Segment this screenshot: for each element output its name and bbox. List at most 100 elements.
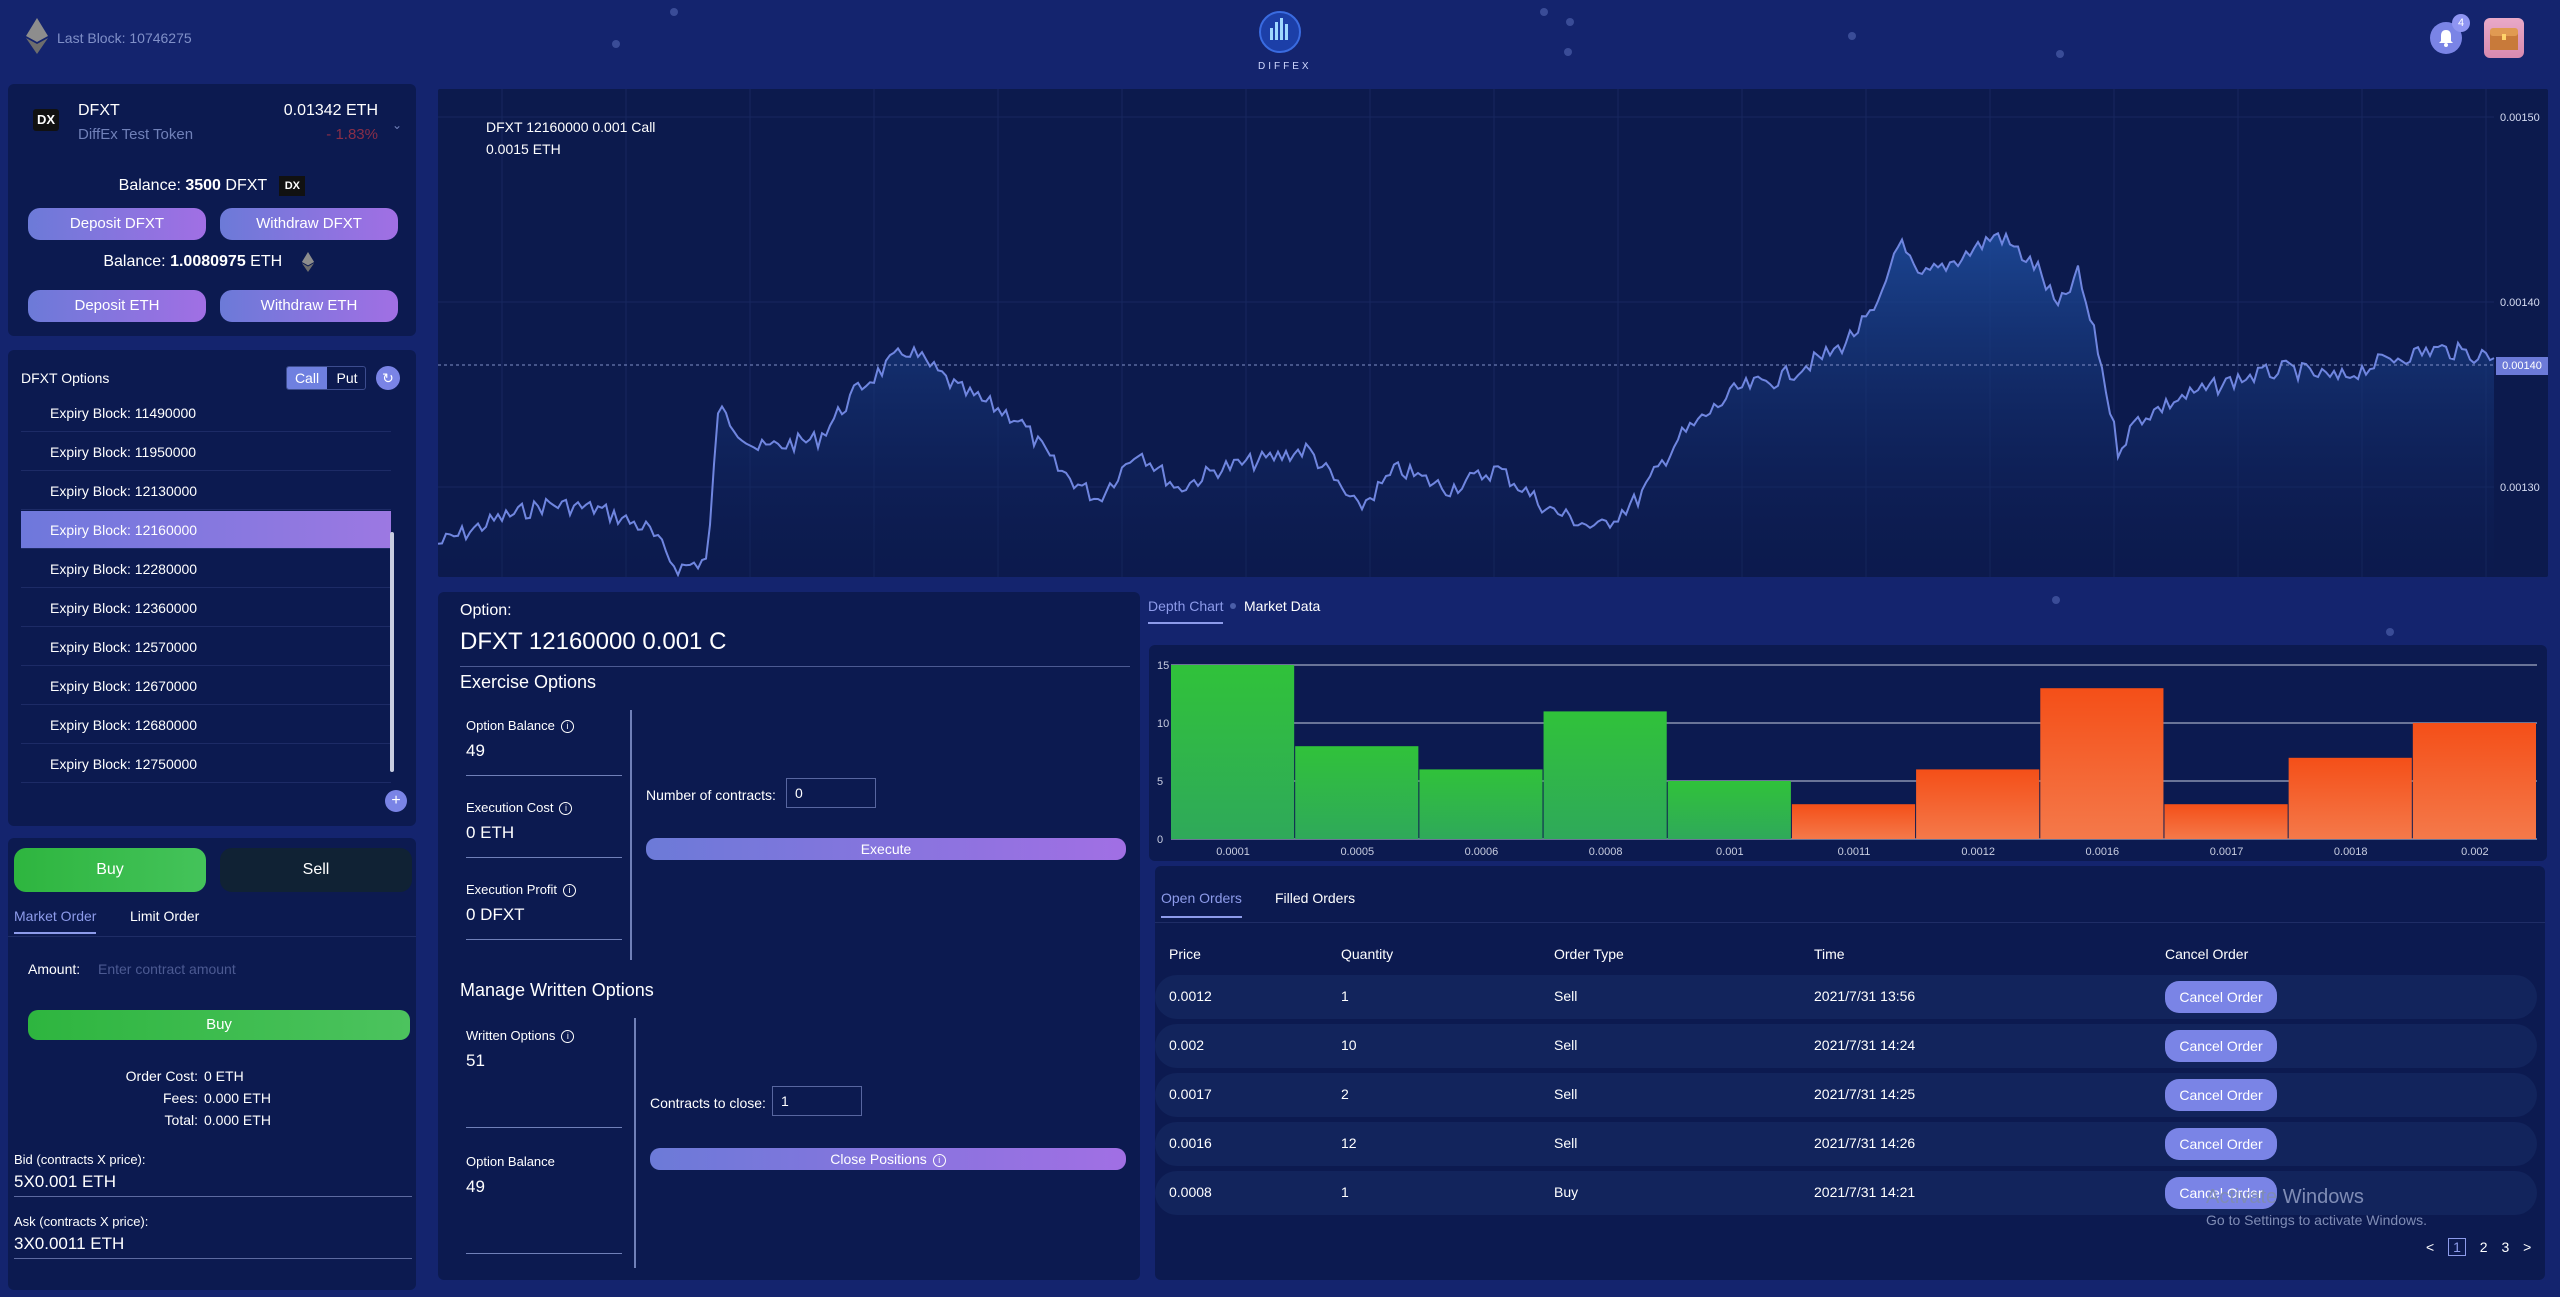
scrollbar[interactable] bbox=[390, 532, 394, 772]
bid-bar[interactable] bbox=[1171, 665, 1295, 839]
amount-label: Amount: bbox=[28, 961, 81, 977]
x-axis-tick: 0.0012 bbox=[1961, 846, 1995, 858]
tab-depth-chart[interactable]: Depth Chart bbox=[1148, 598, 1224, 624]
tab-open-orders[interactable]: Open Orders bbox=[1161, 890, 1242, 918]
options-list-panel: DFXT Options Call Put ↻ Expiry Block: 11… bbox=[8, 350, 416, 826]
expiry-item[interactable]: Expiry Block: 11490000 bbox=[21, 394, 391, 432]
ask-bar[interactable] bbox=[1791, 804, 1916, 839]
table-row: 0.002 10 Sell 2021/7/31 14:24 Cancel Order bbox=[1155, 1024, 2537, 1068]
written-options-label: Written Options bbox=[466, 1028, 556, 1043]
cancel-order-button[interactable]: Cancel Order bbox=[2165, 981, 2277, 1013]
ask-bar[interactable] bbox=[1916, 769, 2040, 839]
background-dot bbox=[2386, 628, 2394, 636]
expiry-item[interactable]: Expiry Block: 12130000 bbox=[21, 472, 391, 510]
execution-profit-value: 0 DFXT bbox=[466, 905, 525, 925]
refresh-icon[interactable]: ↻ bbox=[376, 366, 400, 390]
info-icon[interactable]: i bbox=[932, 1153, 946, 1167]
expiry-item[interactable]: Expiry Block: 12360000 bbox=[21, 589, 391, 627]
brand-logo[interactable]: DIFFEX bbox=[1258, 10, 1309, 72]
expiry-item[interactable]: Expiry Block: 12570000 bbox=[21, 628, 391, 666]
cancel-order-button[interactable]: Cancel Order bbox=[2165, 1177, 2277, 1209]
withdraw-eth-button[interactable]: Withdraw ETH bbox=[220, 290, 398, 322]
tab-market-data[interactable]: Market Data bbox=[1244, 598, 1321, 614]
info-icon[interactable]: i bbox=[561, 1030, 575, 1044]
limit-order-tab[interactable]: Limit Order bbox=[130, 908, 200, 924]
withdraw-token-button[interactable]: Withdraw DFXT bbox=[220, 208, 398, 240]
execution-cost-label: Execution Cost bbox=[466, 800, 554, 815]
options-title: DFXT Options bbox=[21, 370, 110, 386]
y-axis-tick: 0.00130 bbox=[2500, 482, 2540, 494]
bid-bar[interactable] bbox=[1543, 711, 1667, 839]
call-toggle[interactable]: Call bbox=[287, 367, 327, 389]
background-dot bbox=[2056, 50, 2064, 58]
written-options-value: 51 bbox=[466, 1051, 485, 1071]
prev-page-icon[interactable]: < bbox=[2426, 1239, 2435, 1255]
depth-labels: 15 10 5 0 0.0001 0.0005 0.0006 0.0008 0.001 0.001… bbox=[1157, 660, 2489, 858]
ask-bar[interactable] bbox=[2040, 688, 2164, 839]
page-2[interactable]: 2 bbox=[2479, 1239, 2488, 1255]
deposit-token-button[interactable]: Deposit DFXT bbox=[28, 208, 206, 240]
token-name: DiffEx Test Token bbox=[78, 126, 194, 143]
tab-filled-orders[interactable]: Filled Orders bbox=[1275, 890, 1356, 906]
total-row: Total: 0.000 ETH bbox=[8, 1112, 416, 1128]
expiry-item[interactable]: Expiry Block: 12680000 bbox=[21, 706, 391, 744]
expiry-item[interactable]: Expiry Block: 11950000 bbox=[21, 433, 391, 471]
info-icon[interactable]: i bbox=[559, 802, 573, 816]
next-page-icon[interactable]: > bbox=[2523, 1239, 2532, 1255]
divider bbox=[630, 710, 632, 960]
background-dot bbox=[1848, 32, 1856, 40]
deposit-eth-button[interactable]: Deposit ETH bbox=[28, 290, 206, 322]
buy-submit-button[interactable]: Buy bbox=[28, 1010, 410, 1040]
bid-bar[interactable] bbox=[1667, 781, 1791, 839]
expiry-item[interactable]: Expiry Block: 12280000 bbox=[21, 550, 391, 588]
ask-bar[interactable] bbox=[2288, 757, 2412, 839]
contracts-input[interactable] bbox=[786, 778, 876, 808]
page-3[interactable]: 3 bbox=[2501, 1239, 2510, 1255]
bid-bar[interactable] bbox=[1295, 746, 1419, 839]
cell-time: 2021/7/31 13:56 bbox=[1814, 988, 1916, 1004]
order-cost-value: 0 ETH bbox=[204, 1068, 244, 1084]
bid-bar[interactable] bbox=[1419, 769, 1543, 839]
expiry-item[interactable]: Expiry Block: 12750000 bbox=[21, 745, 391, 783]
cell-time: 2021/7/31 14:21 bbox=[1814, 1184, 1916, 1200]
ask-bar[interactable] bbox=[2412, 723, 2536, 839]
depth-chart[interactable]: 15 10 5 0 0.0001 0.0005 0.0006 0.0008 0.001 0.001… bbox=[1149, 645, 2547, 861]
price-chart[interactable]: DFXT 12160000 0.001 Call 0.0015 ETH 0.00… bbox=[438, 89, 2548, 577]
expiry-item[interactable]: Expiry Block: 12670000 bbox=[21, 667, 391, 705]
last-block: Last Block: 10746275 bbox=[57, 30, 192, 46]
cancel-order-button[interactable]: Cancel Order bbox=[2165, 1079, 2277, 1111]
close-positions-button[interactable]: Close Positions i bbox=[650, 1148, 1126, 1170]
buy-tab[interactable]: Buy bbox=[14, 848, 206, 892]
amount-input[interactable] bbox=[98, 956, 398, 982]
sell-tab[interactable]: Sell bbox=[220, 848, 412, 892]
token-icon: DX bbox=[279, 176, 306, 196]
add-option-button[interactable]: + bbox=[385, 790, 407, 812]
written-options-stat: Written Options i 51 bbox=[466, 1028, 622, 1128]
y-axis-tick: 10 bbox=[1157, 718, 1169, 730]
chevron-down-icon[interactable]: ⌄ bbox=[391, 118, 402, 132]
option-name: DFXT 12160000 0.001 C bbox=[460, 628, 1130, 667]
info-icon[interactable]: i bbox=[563, 884, 577, 898]
manage-written-options-title: Manage Written Options bbox=[460, 980, 654, 1000]
wallet-avatar[interactable] bbox=[2484, 18, 2524, 58]
cancel-order-button[interactable]: Cancel Order bbox=[2165, 1030, 2277, 1062]
market-order-tab[interactable]: Market Order bbox=[14, 908, 97, 934]
token-change: - 1.83% bbox=[326, 126, 378, 143]
tab-indicator-dot bbox=[1230, 603, 1236, 609]
info-icon[interactable]: i bbox=[560, 720, 574, 734]
notifications-button[interactable]: 4 bbox=[2430, 14, 2470, 54]
page-1[interactable]: 1 bbox=[2448, 1238, 2466, 1256]
expiry-item[interactable]: Expiry Block: 12160000 bbox=[21, 511, 391, 549]
token-symbol: DFXT bbox=[78, 102, 120, 119]
token-logo: DX bbox=[33, 109, 59, 131]
cell-price: 0.0017 bbox=[1169, 1086, 1212, 1102]
execute-button[interactable]: Execute bbox=[646, 838, 1126, 860]
option-balance-stat: Option Balance 49 bbox=[466, 1154, 622, 1254]
cancel-order-button[interactable]: Cancel Order bbox=[2165, 1128, 2277, 1160]
current-price-marker: 0.00140 bbox=[2496, 357, 2548, 375]
contracts-to-close-input[interactable] bbox=[772, 1086, 862, 1116]
cell-type: Sell bbox=[1554, 988, 1578, 1004]
put-toggle[interactable]: Put bbox=[336, 370, 358, 386]
close-positions-label: Close Positions bbox=[830, 1151, 927, 1167]
ask-bar[interactable] bbox=[2164, 804, 2288, 839]
